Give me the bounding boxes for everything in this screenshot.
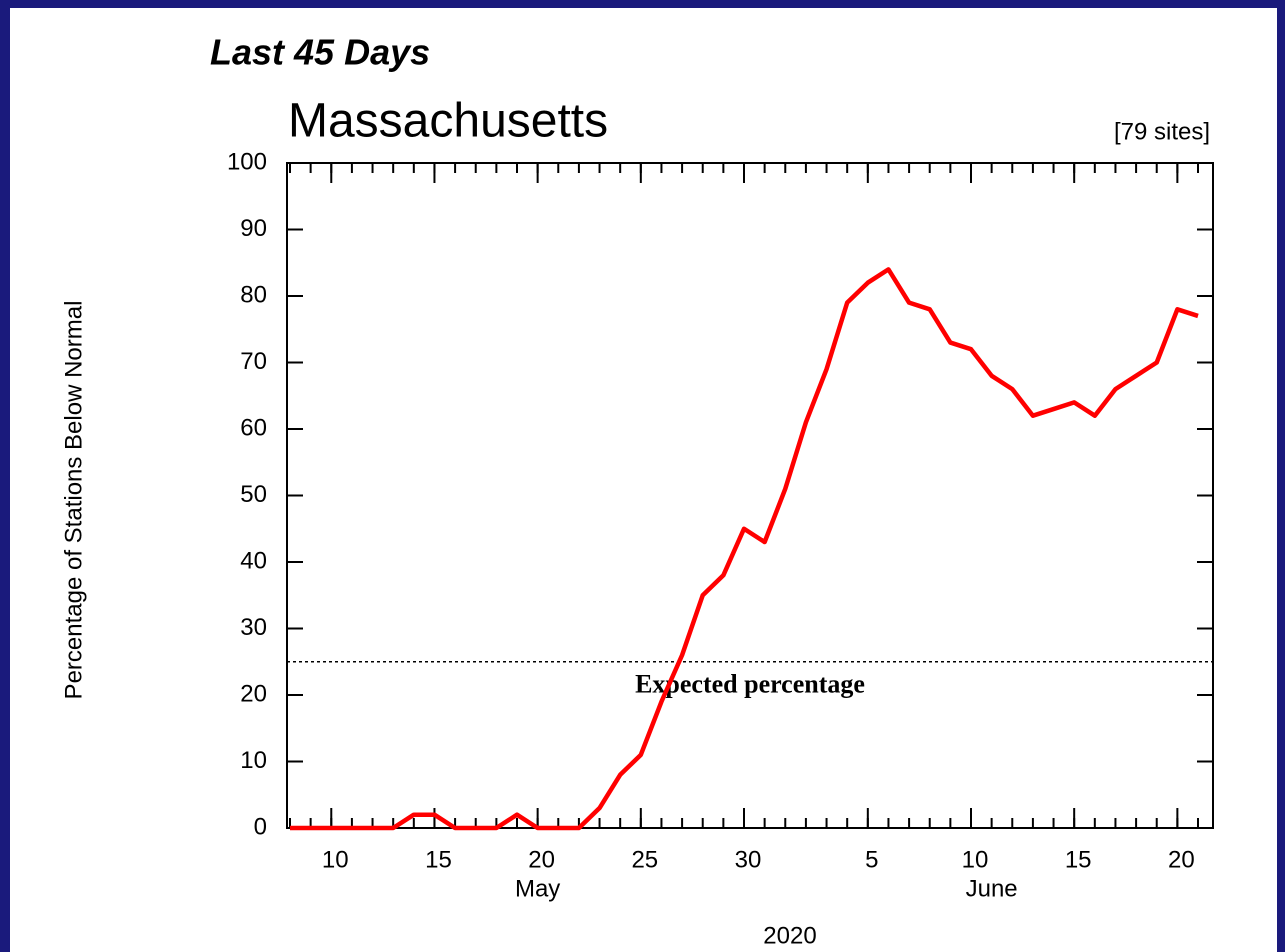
chart-title: Massachusetts — [288, 95, 608, 148]
x-tick-label: 10 — [322, 846, 349, 873]
x-tick-label: 25 — [631, 846, 658, 873]
y-axis-label: Percentage of Stations Below Normal — [60, 301, 87, 700]
chart-header: Last 45 Days — [210, 32, 430, 73]
y-tick-label: 30 — [240, 614, 267, 641]
x-tick-label: 15 — [425, 846, 452, 873]
month-label: June — [966, 875, 1018, 902]
x-tick-label: 20 — [1168, 846, 1195, 873]
y-tick-label: 10 — [240, 747, 267, 774]
y-tick-label: 0 — [254, 813, 267, 840]
chart-subtitle: [79 sites] — [1114, 118, 1210, 145]
y-tick-label: 90 — [240, 215, 267, 242]
x-tick-label: 10 — [962, 846, 989, 873]
plot-frame — [286, 162, 1214, 829]
y-tick-label: 80 — [240, 281, 267, 308]
data-line — [290, 267, 1199, 831]
y-tick-label: 60 — [240, 414, 267, 441]
x-tick-label: 20 — [528, 846, 555, 873]
x-tick-label: 5 — [865, 846, 878, 873]
y-tick-label: 50 — [240, 481, 267, 508]
y-tick-label: 100 — [227, 148, 267, 175]
y-tick-label: 20 — [240, 680, 267, 707]
frame — [10, 8, 1277, 952]
month-label: May — [515, 875, 560, 902]
y-tick-label: 70 — [240, 348, 267, 375]
y-tick-label: 40 — [240, 547, 267, 574]
x-tick-label: 15 — [1065, 846, 1092, 873]
x-tick-label: 30 — [735, 846, 762, 873]
year-label: 2020 — [763, 922, 816, 949]
